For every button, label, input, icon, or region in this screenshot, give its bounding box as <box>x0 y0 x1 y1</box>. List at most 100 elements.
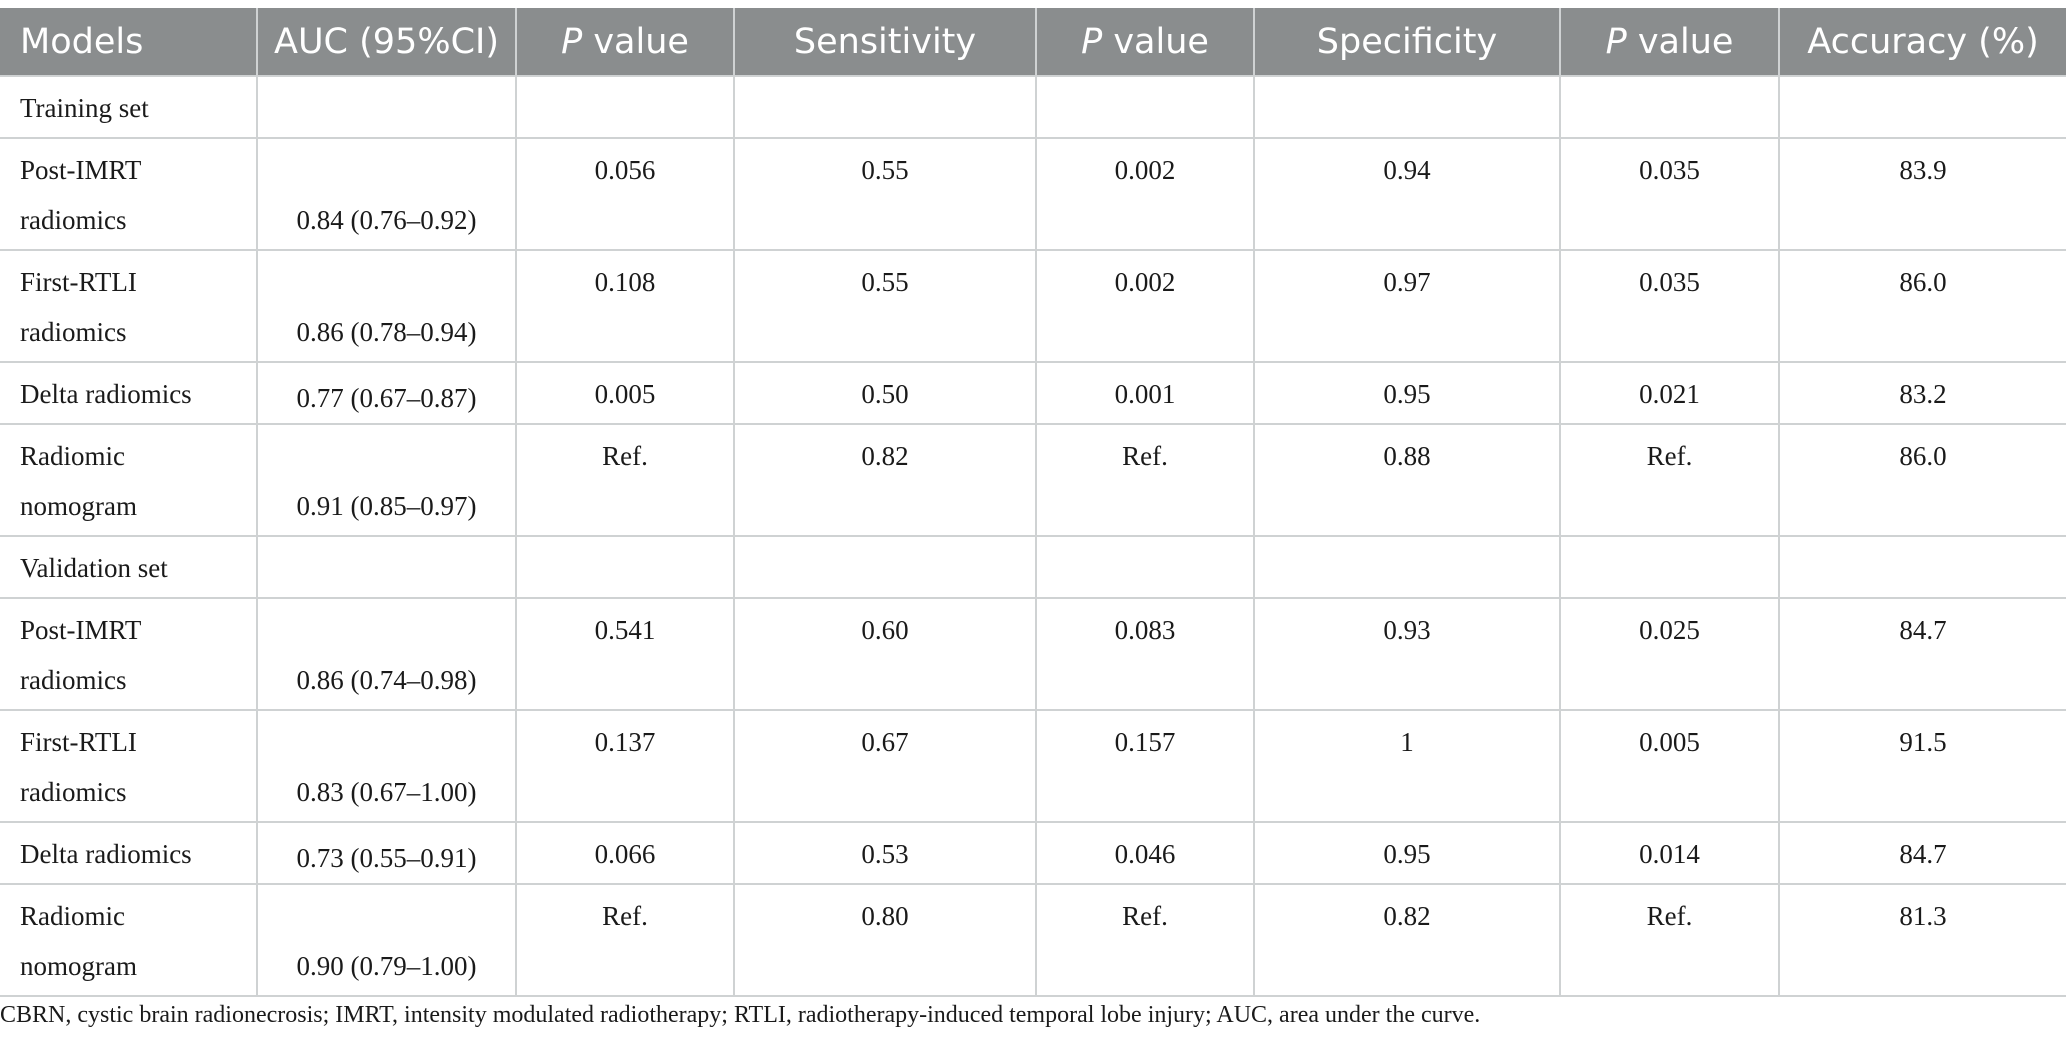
specificity-cell: 0.94 <box>1253 137 1561 251</box>
p-value-auc-cell: 0.066 <box>515 821 735 885</box>
specificity-cell: 0.82 <box>1253 883 1561 997</box>
model-name: Radiomic nomogram <box>20 901 137 981</box>
p-value-sensitivity-cell: Ref. <box>1035 423 1255 537</box>
table-row: Radiomic nomogram 0.90 (0.79–1.00) Ref. 0.8… <box>0 883 2066 997</box>
accuracy-cell: 86.0 <box>1778 249 2066 363</box>
header-italic-p: P <box>1605 21 1627 62</box>
sensitivity-value: 0.55 <box>861 267 909 297</box>
empty-cell <box>733 75 1037 139</box>
table-footnote: CBRN, cystic brain radionecrosis; IMRT, … <box>0 1002 1481 1028</box>
auc-cell: 0.86 (0.78–0.94) <box>256 249 517 363</box>
empty-cell <box>1253 75 1561 139</box>
p-value-sensitivity-value: 0.001 <box>1114 379 1176 409</box>
specificity-value: 0.95 <box>1383 839 1431 869</box>
auc-value: 0.73 (0.55–0.91) <box>296 843 477 873</box>
p-value-auc-value: 0.541 <box>594 615 656 645</box>
p-value-specificity-cell: 0.014 <box>1559 821 1780 885</box>
section-label-cell: Validation set <box>0 535 258 599</box>
auc-value: 0.83 (0.67–1.00) <box>296 777 477 807</box>
p-value-sensitivity-value: Ref. <box>1122 901 1168 931</box>
header-label: Specificity <box>1316 21 1498 62</box>
section-row: Training set <box>0 75 2066 139</box>
results-table: Models AUC (95%CI) P value Sensitivity P val… <box>0 8 2066 997</box>
empty-cell <box>515 535 735 599</box>
model-cell: Radiomic nomogram <box>0 883 258 997</box>
p-value-specificity-value: 0.005 <box>1639 727 1700 757</box>
header-label: AUC (95%CI) <box>274 21 499 62</box>
sensitivity-cell: 0.55 <box>733 137 1037 251</box>
specificity-value: 0.95 <box>1383 379 1431 409</box>
model-cell: First-RTLI radiomics <box>0 249 258 363</box>
sensitivity-value: 0.67 <box>861 727 909 757</box>
specificity-cell: 0.93 <box>1253 597 1561 711</box>
empty-cell <box>256 75 517 139</box>
sensitivity-cell: 0.82 <box>733 423 1037 537</box>
p-value-sensitivity-value: 0.046 <box>1114 839 1176 869</box>
section-label: Validation set <box>20 553 168 583</box>
empty-cell <box>256 535 517 599</box>
accuracy-cell: 83.2 <box>1778 361 2066 425</box>
auc-cell: 0.86 (0.74–0.98) <box>256 597 517 711</box>
p-value-sensitivity-cell: Ref. <box>1035 883 1255 997</box>
accuracy-cell: 84.7 <box>1778 821 2066 885</box>
model-name: Radiomic nomogram <box>20 441 137 521</box>
p-value-auc-cell: 0.541 <box>515 597 735 711</box>
p-value-sensitivity-value: 0.002 <box>1114 155 1176 185</box>
empty-cell <box>515 75 735 139</box>
model-cell: Post-IMRT radiomics <box>0 137 258 251</box>
p-value-specificity-value: Ref. <box>1646 441 1693 471</box>
model-name: Delta radiomics <box>20 379 192 409</box>
p-value-auc-cell: 0.005 <box>515 361 735 425</box>
sensitivity-cell: 0.53 <box>733 821 1037 885</box>
p-value-specificity-cell: 0.035 <box>1559 249 1780 363</box>
model-name: First-RTLI radiomics <box>20 267 137 347</box>
table-row: First-RTLI radiomics 0.86 (0.78–0.94) 0.10… <box>0 249 2066 363</box>
p-value-sensitivity-cell: 0.046 <box>1035 821 1255 885</box>
model-name: Post-IMRT radiomics <box>20 615 141 695</box>
accuracy-value: 81.3 <box>1899 901 1947 931</box>
header-label: Models <box>20 21 144 62</box>
sensitivity-cell: 0.67 <box>733 709 1037 823</box>
sensitivity-cell: 0.55 <box>733 249 1037 363</box>
p-value-auc-value: 0.056 <box>594 155 656 185</box>
p-value-auc-value: Ref. <box>602 901 648 931</box>
p-value-specificity-cell: Ref. <box>1559 423 1780 537</box>
auc-value: 0.86 (0.78–0.94) <box>296 317 477 347</box>
specificity-cell: 0.95 <box>1253 361 1561 425</box>
auc-cell: 0.90 (0.79–1.00) <box>256 883 517 997</box>
p-value-sensitivity-cell: 0.083 <box>1035 597 1255 711</box>
sensitivity-cell: 0.50 <box>733 361 1037 425</box>
accuracy-value: 91.5 <box>1899 727 1947 757</box>
sensitivity-value: 0.53 <box>861 839 909 869</box>
p-value-auc-value: 0.137 <box>594 727 656 757</box>
accuracy-cell: 83.9 <box>1778 137 2066 251</box>
specificity-value: 1 <box>1400 727 1414 757</box>
p-value-specificity-value: 0.014 <box>1639 839 1700 869</box>
header-accuracy: Accuracy (%) <box>1778 8 2066 77</box>
accuracy-value: 86.0 <box>1899 441 1947 471</box>
model-cell: Delta radiomics <box>0 821 258 885</box>
header-p-value-specificity: P value <box>1559 8 1780 77</box>
p-value-specificity-cell: 0.035 <box>1559 137 1780 251</box>
p-value-specificity-value: 0.025 <box>1639 615 1700 645</box>
specificity-value: 0.93 <box>1383 615 1431 645</box>
p-value-auc-value: 0.005 <box>594 379 656 409</box>
sensitivity-value: 0.82 <box>861 441 909 471</box>
model-cell: First-RTLI radiomics <box>0 709 258 823</box>
empty-cell <box>733 535 1037 599</box>
p-value-sensitivity-cell: 0.157 <box>1035 709 1255 823</box>
auc-value: 0.77 (0.67–0.87) <box>296 383 477 413</box>
accuracy-value: 84.7 <box>1899 615 1947 645</box>
p-value-sensitivity-cell: 0.002 <box>1035 137 1255 251</box>
empty-cell <box>1778 75 2066 139</box>
header-models: Models <box>0 8 258 77</box>
p-value-auc-cell: Ref. <box>515 423 735 537</box>
accuracy-value: 83.2 <box>1899 379 1947 409</box>
p-value-auc-value: Ref. <box>602 441 648 471</box>
p-value-auc-value: 0.108 <box>594 267 656 297</box>
p-value-specificity-value: Ref. <box>1646 901 1693 931</box>
model-cell: Delta radiomics <box>0 361 258 425</box>
auc-cell: 0.91 (0.85–0.97) <box>256 423 517 537</box>
model-name: Post-IMRT radiomics <box>20 155 141 235</box>
p-value-specificity-cell: 0.005 <box>1559 709 1780 823</box>
